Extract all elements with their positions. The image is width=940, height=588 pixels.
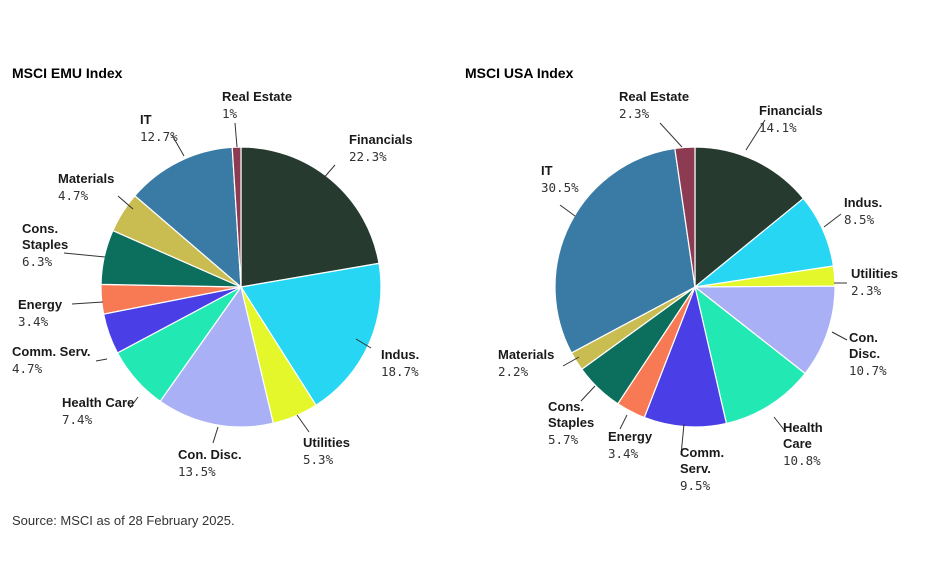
leader-line-financials (745, 119, 766, 151)
leader-line-health-care (773, 416, 786, 432)
value-materials: 2.2% (498, 364, 529, 379)
label-it: IT (140, 112, 152, 127)
value-cons-staples: 5.7% (548, 432, 579, 447)
leader-line-materials (117, 195, 134, 210)
slice-real-estate (231, 146, 242, 288)
slice-financials (694, 146, 805, 289)
value-it: 12.7% (140, 129, 178, 144)
label-cons-staples: Cons. Staples (548, 399, 594, 430)
value-indus: 8.5% (844, 212, 875, 227)
label-financials: Financials (349, 132, 413, 147)
label-indus: Indus. (844, 195, 882, 210)
leader-line-comm-serv (95, 358, 108, 362)
label-indus: Indus. (381, 347, 419, 362)
value-utilities: 5.3% (303, 452, 334, 467)
label-health-care: Health Care (62, 395, 134, 410)
pie-emu: Financials 22.3% Indus. 18.7% Utilities 5.3% C… (12, 89, 419, 479)
pie-usa: Financials 14.1% Indus. 8.5% Utilities 2.3% Co… (498, 89, 898, 493)
source-note: Source: MSCI as of 28 February 2025. (12, 513, 235, 528)
label-energy: Energy (18, 297, 63, 312)
leader-line-materials (562, 356, 580, 367)
value-comm-serv: 9.5% (680, 478, 711, 493)
slice-con-disc (693, 285, 836, 375)
slice-con-disc (159, 285, 274, 428)
value-energy: 3.4% (608, 446, 639, 461)
label-comm-serv: Comm. Serv. (12, 344, 91, 359)
label-materials: Materials (58, 171, 114, 186)
value-real-estate: 1% (222, 106, 238, 121)
slice-financials (240, 146, 380, 288)
slice-it (554, 147, 696, 354)
slice-health-care (694, 285, 806, 425)
value-energy: 3.4% (18, 314, 49, 329)
label-health-care: Health Care (783, 420, 823, 451)
label-it: IT (541, 163, 553, 178)
leader-line-real-estate (234, 122, 238, 148)
leader-line-energy (619, 414, 628, 430)
leader-line-real-estate (659, 122, 683, 148)
leader-line-indus (355, 338, 372, 349)
value-materials: 4.7% (58, 188, 89, 203)
leader-line-cons-staples (63, 252, 106, 258)
label-utilities: Utilities (303, 435, 350, 450)
slice-it (133, 146, 242, 289)
leader-line-con-disc (212, 426, 219, 444)
value-it: 30.5% (541, 180, 579, 195)
value-health-care: 7.4% (62, 412, 93, 427)
value-financials: 22.3% (349, 149, 387, 164)
value-indus: 18.7% (381, 364, 419, 379)
leader-line-con-disc (831, 331, 848, 341)
label-real-estate: Real Estate (222, 89, 292, 104)
label-con-disc: Con. Disc. (849, 330, 880, 361)
value-health-care: 10.8% (783, 453, 821, 468)
slice-real-estate (674, 146, 696, 288)
label-con-disc: Con. Disc. (178, 447, 242, 462)
value-comm-serv: 4.7% (12, 361, 43, 376)
chart-title-emu: MSCI EMU Index (12, 65, 123, 81)
leader-line-cons-staples (580, 385, 596, 402)
leader-line-it (559, 204, 576, 217)
leader-line-health-care (129, 396, 139, 409)
leader-line-utilities (296, 414, 310, 433)
leader-line-comm-serv (680, 423, 685, 456)
value-utilities: 2.3% (851, 283, 882, 298)
slice-comm-serv (643, 284, 728, 428)
label-financials: Financials (759, 103, 823, 118)
label-real-estate: Real Estate (619, 89, 689, 104)
label-cons-staples: Cons. Staples (22, 221, 68, 252)
value-financials: 14.1% (759, 120, 797, 135)
label-energy: Energy (608, 429, 653, 444)
leader-line-financials (321, 164, 336, 181)
leader-line-indus (823, 213, 842, 228)
leader-line-energy (71, 301, 104, 305)
leader-line-it (171, 134, 185, 157)
value-con-disc: 13.5% (178, 464, 216, 479)
chart-title-usa: MSCI USA Index (465, 65, 574, 81)
value-real-estate: 2.3% (619, 106, 650, 121)
label-materials: Materials (498, 347, 554, 362)
value-con-disc: 10.7% (849, 363, 887, 378)
label-comm-serv: Comm. Serv. (680, 445, 724, 476)
value-cons-staples: 6.3% (22, 254, 53, 269)
label-utilities: Utilities (851, 266, 898, 281)
slice-indus (240, 262, 382, 407)
